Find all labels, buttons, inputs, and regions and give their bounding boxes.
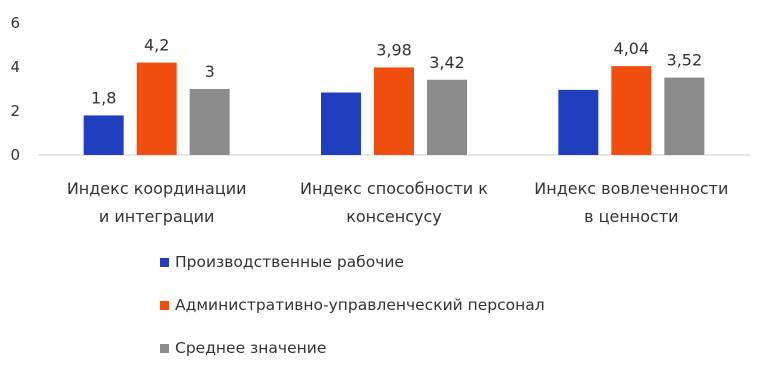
data-label-2-cat-3: 4,04 bbox=[614, 39, 650, 58]
data-label-2-cat-2: 3,98 bbox=[376, 40, 412, 59]
bar-1-cat-1 bbox=[83, 115, 124, 155]
legend-label-series-1: Производственные рабочие bbox=[175, 253, 404, 271]
bar-1-cat-2 bbox=[321, 92, 361, 155]
legend-label-series-2: Административно-управленческий персонал bbox=[175, 296, 545, 314]
category-label-2-line-2: консенсусу bbox=[346, 207, 442, 226]
category-label-3-line-1: Индекс вовлеченности bbox=[534, 179, 728, 198]
category-label-1-line-2: и интеграции bbox=[99, 207, 215, 226]
data-label-3-cat-3: 3,52 bbox=[667, 51, 703, 70]
y-tick-label-1: 2 bbox=[10, 102, 20, 120]
legend-item-series-2: Административно-управленческий персонал bbox=[160, 295, 545, 315]
data-label-3-cat-2: 3,42 bbox=[429, 53, 465, 72]
legend-label-series-3: Среднее значение bbox=[175, 339, 327, 357]
data-label-2-cat-1: 4,2 bbox=[144, 36, 169, 55]
legend-item-series-3: Среднее значение bbox=[160, 338, 545, 358]
data-label-1-cat-1: 1,8 bbox=[91, 88, 116, 107]
legend-swatch-series-3 bbox=[160, 343, 169, 353]
bar-3-cat-1 bbox=[189, 89, 230, 155]
category-label-3-line-2: в ценности bbox=[584, 207, 678, 226]
y-tick-label-3: 6 bbox=[10, 14, 20, 32]
bar-2-cat-1 bbox=[136, 62, 177, 155]
legend-item-series-1: Производственные рабочие bbox=[160, 252, 545, 272]
bar-3-cat-3 bbox=[664, 77, 705, 155]
y-tick-label-2: 4 bbox=[10, 58, 20, 76]
chart-legend: Производственные рабочие Административно… bbox=[160, 252, 545, 381]
legend-swatch-series-1 bbox=[160, 257, 169, 267]
data-label-3-cat-1: 3 bbox=[205, 62, 215, 81]
legend-swatch-series-2 bbox=[160, 300, 169, 310]
bar-3-cat-2 bbox=[427, 79, 467, 155]
category-label-2-line-1: Индекс способности к bbox=[300, 179, 488, 198]
bar-2-cat-2 bbox=[374, 67, 414, 155]
bar-chart: 0 2 4 6 1,8 4,2 3 Индекс координации и интеграци… bbox=[10, 14, 750, 226]
bar-1-cat-3 bbox=[558, 89, 599, 155]
bar-2-cat-3 bbox=[611, 66, 652, 155]
y-tick-label-0: 0 bbox=[10, 146, 20, 164]
category-label-1-line-1: Индекс координации bbox=[67, 179, 247, 198]
